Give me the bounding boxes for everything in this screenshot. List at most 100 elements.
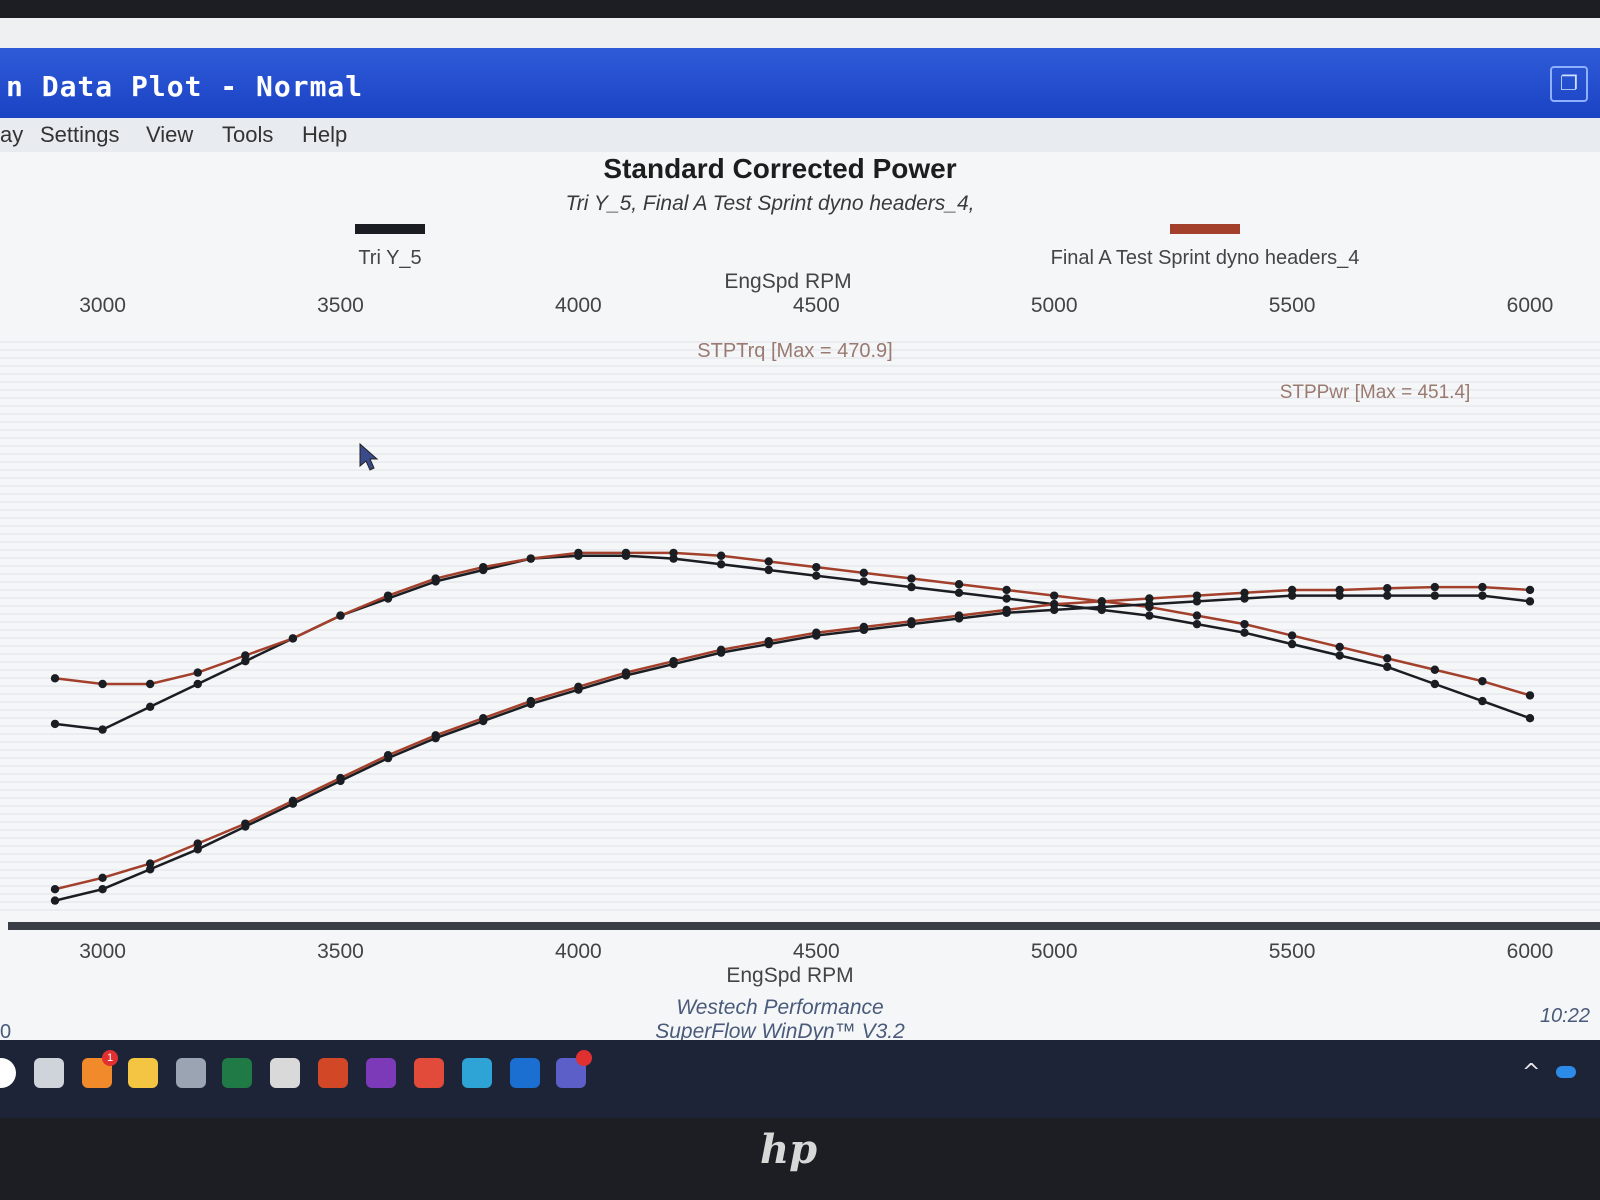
data-point — [1145, 611, 1154, 620]
powerpoint-icon[interactable] — [318, 1058, 348, 1088]
data-point — [1097, 597, 1106, 606]
footer-fragment: 0 — [0, 1021, 11, 1043]
top-tick-label: 3500 — [317, 294, 364, 317]
series-line — [54, 594, 1531, 902]
data-point — [1240, 588, 1249, 597]
data-point — [1287, 631, 1297, 640]
data-point — [98, 679, 107, 689]
data-point — [145, 679, 155, 689]
data-point — [812, 562, 821, 572]
onedrive-icon[interactable] — [1556, 1066, 1576, 1078]
start-icon[interactable] — [0, 1058, 16, 1088]
data-point — [1478, 696, 1487, 706]
window-title: n Data Plot - Normal — [6, 70, 364, 103]
top-tick-label: 5000 — [1031, 294, 1078, 317]
file-explorer-icon[interactable] — [128, 1058, 158, 1088]
legend-label: Final A Test Sprint dyno headers_4 — [1051, 247, 1360, 269]
data-point — [431, 731, 440, 740]
data-point — [859, 622, 869, 632]
notification-badge — [576, 1050, 592, 1066]
menu-item-view[interactable]: View — [146, 122, 194, 147]
data-point — [1383, 591, 1392, 600]
calculator-icon[interactable] — [176, 1058, 206, 1088]
power-annotation: STPPwr [Max = 451.4] — [1280, 382, 1471, 403]
data-point — [1287, 585, 1297, 595]
bottom-tick-label: 3500 — [317, 940, 364, 963]
footer-line1: Westech Performance — [676, 996, 883, 1019]
data-point — [1525, 714, 1535, 723]
data-point — [145, 859, 155, 868]
data-point — [241, 819, 250, 828]
data-point — [98, 885, 107, 894]
data-point — [574, 548, 583, 558]
top-tick-label: 4500 — [793, 294, 840, 317]
legend-label: Tri Y_5 — [358, 247, 421, 269]
data-point — [907, 582, 916, 592]
excel-icon[interactable] — [222, 1058, 252, 1088]
torque-annotation: STPTrq [Max = 470.9] — [697, 340, 892, 362]
data-point — [526, 696, 536, 706]
data-point — [1335, 642, 1344, 652]
data-point — [1049, 591, 1059, 600]
edge-icon[interactable] — [462, 1058, 492, 1088]
notification-badge: 1 — [102, 1050, 118, 1066]
data-point — [1049, 600, 1059, 609]
data-point — [479, 714, 488, 723]
teams-icon[interactable] — [556, 1050, 592, 1088]
data-point — [50, 719, 60, 729]
top-axis-label: EngSpd RPM — [724, 270, 851, 293]
data-point — [288, 796, 298, 806]
data-point — [193, 668, 202, 677]
restore-icon[interactable]: ❐ — [1550, 66, 1588, 102]
legend-swatch — [355, 224, 425, 234]
data-point — [1002, 605, 1011, 615]
top-tick-label: 6000 — [1507, 294, 1554, 317]
data-point — [1430, 582, 1440, 592]
data-point — [1002, 585, 1011, 595]
data-point — [621, 548, 631, 558]
data-point — [669, 548, 678, 558]
data-point — [98, 873, 107, 882]
data-point — [1430, 665, 1440, 674]
data-point — [1145, 594, 1154, 603]
series-line — [54, 551, 1531, 697]
data-point — [50, 674, 60, 683]
data-point — [716, 645, 726, 654]
laptop-screen: n Data Plot - Normal ❐ ay Settings View … — [0, 18, 1600, 1098]
onenote-icon[interactable] — [366, 1058, 396, 1088]
top-tick-label: 4000 — [555, 294, 602, 317]
data-point — [1240, 628, 1249, 637]
chrome-icon[interactable] — [414, 1058, 444, 1088]
task-view-icon[interactable] — [34, 1058, 64, 1088]
footer-line2: SuperFlow WinDyn™ V3.2 — [655, 1020, 905, 1043]
bottom-tick-label: 3000 — [79, 940, 126, 963]
bottom-tick-label: 4500 — [793, 940, 840, 963]
menu-item-tools[interactable]: Tools — [222, 122, 274, 147]
data-point — [193, 839, 202, 848]
data-point — [907, 574, 916, 583]
window-title-bar[interactable]: n Data Plot - Normal ❐ — [0, 48, 1600, 118]
notification-app-icon[interactable]: 1 — [82, 1050, 118, 1088]
x-axis-bar — [8, 922, 1600, 930]
data-point — [954, 611, 964, 620]
data-point — [1240, 619, 1249, 629]
data-point — [621, 668, 631, 677]
data-point — [526, 554, 536, 563]
data-point — [383, 591, 393, 600]
outlook-icon[interactable] — [510, 1058, 540, 1088]
data-point — [954, 588, 964, 597]
bottom-tick-label: 4000 — [555, 940, 602, 963]
menu-bar: ay Settings View Tools Help — [0, 118, 1600, 152]
hp-logo: hp — [760, 1126, 818, 1173]
menu-item-partial[interactable]: ay — [0, 122, 24, 147]
data-point — [1525, 585, 1535, 595]
menu-item-help[interactable]: Help — [302, 122, 348, 147]
data-point — [1335, 585, 1344, 595]
data-point — [954, 580, 964, 589]
notepad-icon[interactable] — [270, 1058, 300, 1088]
data-point — [50, 896, 60, 905]
data-point — [764, 565, 773, 575]
data-point — [859, 568, 869, 578]
tray-chevron-icon[interactable]: ^ — [1522, 1060, 1541, 1085]
menu-item-settings[interactable]: Settings — [40, 122, 120, 147]
